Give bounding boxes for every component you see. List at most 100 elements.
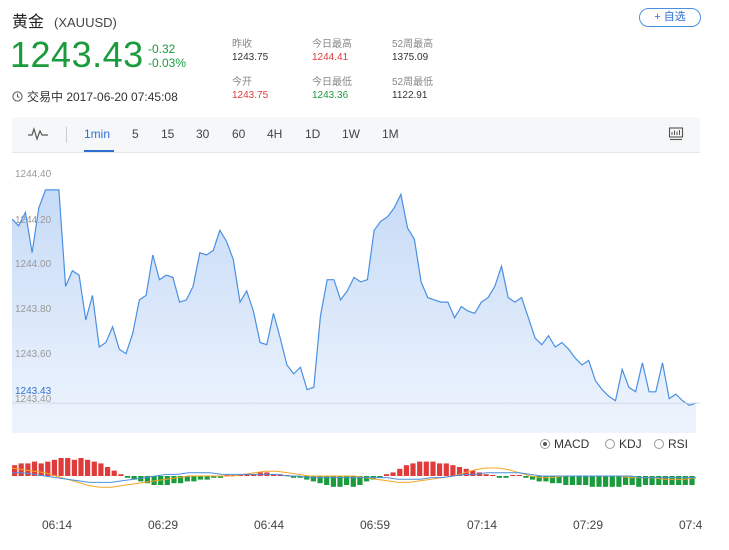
y-tick-label: 1244.00	[15, 259, 52, 270]
macd-bar	[410, 463, 416, 476]
indicator-kdj[interactable]: KDJ	[605, 437, 642, 451]
macd-bar	[271, 474, 277, 476]
status-text: 交易中 2017-06-20 07:45:08	[27, 90, 178, 104]
macd-bar	[483, 474, 489, 476]
macd-bar	[25, 463, 31, 476]
macd-bar	[443, 463, 449, 476]
macd-bar	[676, 476, 682, 485]
macd-bar	[111, 470, 117, 476]
macd-bar	[65, 458, 71, 476]
macd-bar	[211, 476, 217, 478]
x-tick-label: 07:29	[573, 518, 604, 532]
macd-bar	[669, 476, 675, 485]
indicator-rsi[interactable]: RSI	[654, 437, 688, 451]
macd-bar	[603, 476, 609, 487]
x-tick-label: 06:59	[360, 518, 391, 532]
price-area	[12, 189, 696, 433]
macd-bar	[496, 476, 502, 478]
macd-bar	[397, 468, 403, 476]
macd-bar	[516, 475, 522, 476]
macd-bar	[636, 476, 642, 487]
macd-bar	[138, 476, 144, 482]
macd-bar	[456, 467, 463, 476]
tab-5[interactable]: 5	[132, 127, 139, 141]
macd-bar	[649, 476, 655, 485]
macd-bar	[330, 476, 336, 487]
chart-type-icon[interactable]	[28, 127, 48, 141]
tab-1w[interactable]: 1W	[342, 127, 360, 141]
y-tick-label: 1243.60	[15, 349, 52, 360]
macd-bar	[390, 472, 396, 476]
macd-bar	[191, 476, 197, 482]
y-tick-label: 1244.40	[15, 169, 52, 180]
price-line	[12, 189, 697, 406]
macd-bar	[470, 470, 476, 476]
macd-bar	[563, 476, 569, 485]
stat-open: 今开 1243.75	[232, 77, 269, 101]
macd-bar	[536, 476, 542, 482]
tab-4h[interactable]: 4H	[267, 127, 283, 141]
macd-bar	[596, 476, 602, 487]
tab-1min[interactable]: 1min	[84, 127, 111, 141]
chart-settings-icon[interactable]	[668, 126, 684, 142]
macd-bar	[510, 475, 516, 476]
macd-bar	[549, 476, 556, 484]
macd-bar	[450, 465, 456, 476]
macd-bar	[350, 476, 356, 487]
macd-bar	[523, 476, 529, 478]
macd-bar	[184, 476, 190, 482]
x-tick-label: 06:44	[254, 518, 285, 532]
macd-bar	[629, 476, 635, 485]
y-tick-label: 1243.80	[15, 304, 52, 315]
macd-bar	[217, 476, 224, 478]
price-change: -0.32 -0.03%	[148, 42, 186, 70]
macd-bar	[164, 476, 170, 485]
macd-bar	[78, 458, 84, 476]
macd-dea-line	[12, 472, 696, 483]
macd-bar	[569, 476, 575, 485]
macd-bar	[543, 476, 549, 482]
macd-bar	[244, 474, 250, 476]
macd-bar	[38, 463, 44, 476]
tab-1d[interactable]: 1D	[305, 127, 321, 141]
tab-30[interactable]: 30	[196, 127, 210, 141]
add-watchlist-button[interactable]: + 自选	[639, 8, 701, 27]
tab-15[interactable]: 15	[161, 127, 175, 141]
indicator-macd[interactable]: MACD	[540, 437, 589, 451]
change-value: -0.32	[148, 42, 176, 56]
macd-bar	[105, 467, 111, 476]
y-tick-label: 1243.40	[15, 394, 52, 405]
macd-bar	[171, 476, 177, 484]
radio-icon	[540, 439, 550, 449]
change-percent: -0.03%	[148, 56, 187, 70]
macd-bar	[364, 476, 370, 482]
macd-bar	[124, 476, 131, 478]
price-area-chart	[12, 153, 700, 433]
stat-52w-low: 52周最低 1122.91	[392, 77, 434, 101]
x-tick-label: 07:4	[679, 518, 703, 532]
x-tick-label: 06:14	[42, 518, 73, 532]
macd-bar	[430, 461, 436, 476]
current-price: 1243.43	[10, 34, 144, 75]
stat-day-high: 今日最高 1244.41	[312, 39, 352, 63]
macd-bar	[609, 476, 615, 487]
macd-bar	[144, 476, 150, 484]
macd-bar	[656, 476, 662, 485]
macd-bar	[58, 458, 64, 476]
macd-bar	[91, 461, 97, 476]
x-tick-label: 07:14	[467, 518, 498, 532]
instrument-code: (XAUUSD)	[54, 15, 117, 30]
stat-52w-high: 52周最高 1375.09	[392, 39, 434, 63]
instrument-name: 黄金	[12, 14, 45, 31]
radio-icon	[654, 439, 664, 449]
macd-bar	[583, 476, 589, 485]
clock-icon	[12, 91, 23, 102]
tab-60[interactable]: 60	[232, 127, 246, 141]
macd-bar	[51, 459, 57, 476]
trade-status: 交易中 2017-06-20 07:45:08	[12, 88, 178, 105]
macd-bar	[85, 459, 91, 476]
macd-bar	[178, 476, 184, 484]
x-tick-label: 06:29	[148, 518, 179, 532]
macd-bar	[403, 465, 409, 476]
tab-1m[interactable]: 1M	[382, 127, 399, 141]
